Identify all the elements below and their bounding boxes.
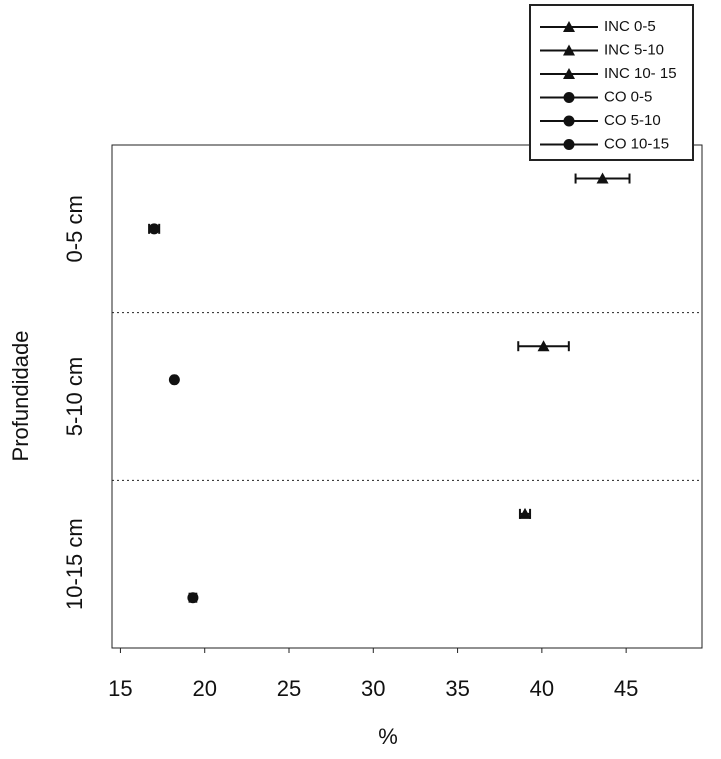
marker-triangle bbox=[596, 172, 609, 184]
plot-frame bbox=[111, 144, 703, 649]
x-tick-label: 35 bbox=[445, 676, 469, 701]
x-tick-label: 45 bbox=[614, 676, 638, 701]
marker-circle bbox=[563, 115, 575, 127]
legend-label: CO 10-15 bbox=[604, 135, 669, 152]
x-axis-label: % bbox=[378, 724, 398, 749]
y-tick-label: 10-15 cm bbox=[62, 518, 87, 610]
legend-box bbox=[529, 4, 694, 161]
marker-triangle bbox=[563, 44, 575, 56]
marker-triangle bbox=[537, 340, 550, 352]
legend-label: CO 0-5 bbox=[604, 88, 652, 105]
legend-label: INC 5-10 bbox=[604, 41, 664, 58]
y-tick-label: 5-10 cm bbox=[62, 357, 87, 436]
legend-label: CO 5-10 bbox=[604, 112, 661, 129]
marker-triangle bbox=[563, 21, 575, 32]
marker-triangle bbox=[519, 507, 531, 519]
marker-circle bbox=[168, 374, 180, 386]
x-tick-label: 30 bbox=[361, 676, 385, 701]
y-tick-label: 0-5 cm bbox=[62, 195, 87, 262]
marker-circle bbox=[148, 223, 160, 235]
x-tick-label: 15 bbox=[108, 676, 132, 701]
marker-circle bbox=[563, 139, 575, 150]
legend-label: INC 10- 15 bbox=[604, 65, 677, 82]
legend-label: INC 0-5 bbox=[604, 18, 656, 35]
marker-circle bbox=[187, 592, 199, 604]
marker-triangle bbox=[563, 68, 575, 79]
legend: INC 0-5 INC 5-10 INC 10- 15 CO 0-5 CO 5-10 CO… bbox=[529, 4, 694, 161]
y-axis-label: Profundidade bbox=[8, 331, 33, 462]
marker-circle bbox=[563, 92, 575, 103]
x-tick-label: 25 bbox=[277, 676, 301, 701]
x-tick-label: 40 bbox=[530, 676, 554, 701]
x-tick-label: 20 bbox=[192, 676, 216, 701]
